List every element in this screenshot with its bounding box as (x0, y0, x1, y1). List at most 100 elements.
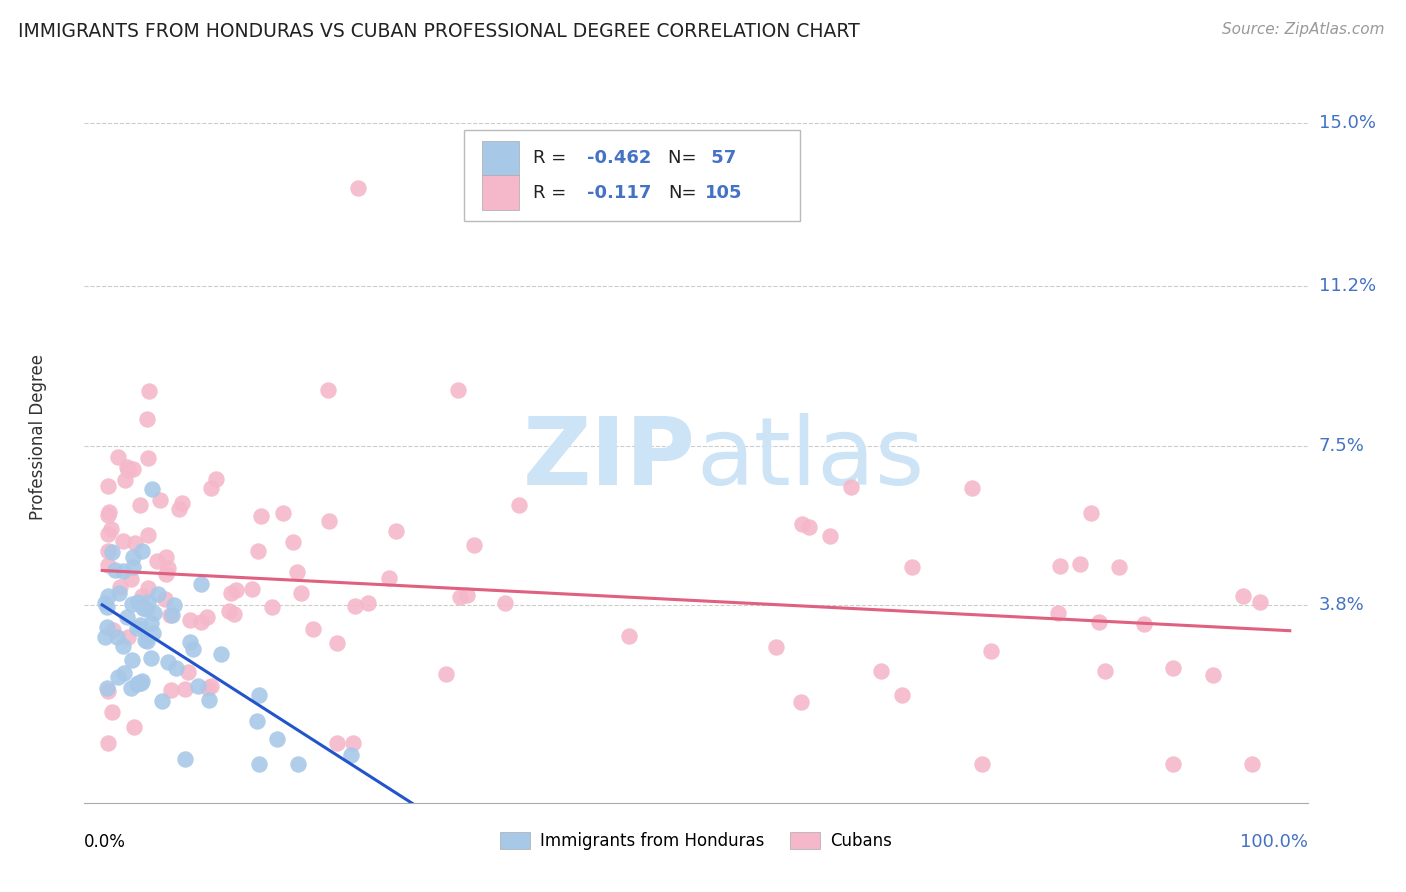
Point (155, 549, 177, 564)
Text: 0.0%: 0.0% (84, 833, 127, 851)
Point (163, 599, 186, 613)
Point (111, 564, 134, 578)
Point (385, 524, 408, 538)
Point (494, 596, 516, 610)
Point (176, 665, 198, 679)
Point (132, 601, 155, 615)
Point (139, 651, 162, 665)
Point (169, 501, 191, 516)
Point (122, 550, 145, 565)
Point (125, 622, 148, 636)
Point (97, 558, 120, 572)
Point (97, 508, 120, 523)
Point (281, 535, 304, 549)
Text: atlas: atlas (696, 413, 924, 505)
Point (97, 544, 120, 558)
Point (105, 630, 128, 644)
Point (1249, 595, 1271, 609)
Point (195, 609, 218, 624)
FancyBboxPatch shape (464, 130, 800, 221)
Point (159, 608, 181, 623)
Point (96, 620, 118, 634)
Point (114, 473, 136, 487)
Point (765, 640, 787, 655)
Point (1047, 606, 1070, 620)
Point (870, 664, 893, 678)
Point (340, 747, 363, 762)
Point (508, 498, 530, 512)
Point (287, 757, 309, 772)
Point (156, 655, 179, 669)
Point (792, 516, 814, 531)
Point (190, 577, 212, 591)
Point (797, 520, 820, 534)
Point (156, 561, 179, 575)
Point (266, 732, 288, 747)
Point (463, 539, 485, 553)
Point (97, 478, 120, 492)
Point (112, 666, 135, 681)
Text: Professional Degree: Professional Degree (30, 354, 46, 520)
Point (117, 463, 139, 477)
Point (131, 676, 153, 690)
Point (1080, 506, 1102, 520)
Point (124, 536, 146, 550)
Point (342, 736, 364, 750)
Point (128, 618, 150, 632)
Point (326, 736, 349, 750)
Point (271, 506, 294, 520)
Point (136, 633, 159, 648)
Point (285, 565, 308, 579)
Point (1202, 668, 1225, 682)
Point (150, 694, 173, 708)
Point (148, 492, 170, 507)
Text: -0.117: -0.117 (588, 184, 651, 202)
Point (820, 529, 842, 543)
Point (120, 572, 142, 586)
Point (290, 586, 312, 600)
FancyBboxPatch shape (482, 141, 519, 176)
Text: 7.5%: 7.5% (1319, 437, 1365, 455)
Point (246, 714, 269, 728)
Point (134, 633, 156, 648)
Point (122, 720, 145, 734)
Point (1087, 615, 1109, 629)
Point (139, 615, 162, 630)
Legend: Immigrants from Honduras, Cubans: Immigrants from Honduras, Cubans (494, 825, 898, 856)
Point (146, 587, 169, 601)
Point (115, 459, 138, 474)
Point (436, 667, 458, 681)
Point (93, 596, 115, 610)
Text: 105: 105 (704, 184, 742, 202)
Point (107, 450, 129, 465)
Point (107, 670, 129, 684)
Text: 11.2%: 11.2% (1319, 277, 1376, 295)
Point (97, 683, 120, 698)
Point (1241, 757, 1264, 772)
Point (1133, 616, 1156, 631)
Point (456, 588, 478, 602)
Point (108, 586, 131, 600)
Point (121, 560, 143, 574)
FancyBboxPatch shape (482, 175, 519, 211)
Text: 15.0%: 15.0% (1319, 114, 1375, 132)
Point (93, 630, 115, 644)
Point (205, 472, 228, 486)
Point (344, 599, 367, 613)
Point (1163, 661, 1185, 675)
Point (250, 509, 273, 524)
Point (138, 581, 160, 595)
Text: R =: R = (533, 184, 572, 202)
Point (190, 615, 212, 630)
Point (170, 495, 193, 509)
Point (143, 606, 166, 620)
Point (326, 636, 349, 650)
Point (449, 590, 471, 604)
Point (160, 683, 183, 698)
Point (357, 596, 380, 610)
Point (841, 480, 863, 494)
Point (131, 544, 153, 558)
Point (153, 592, 176, 607)
Point (316, 383, 339, 397)
Point (110, 580, 132, 594)
